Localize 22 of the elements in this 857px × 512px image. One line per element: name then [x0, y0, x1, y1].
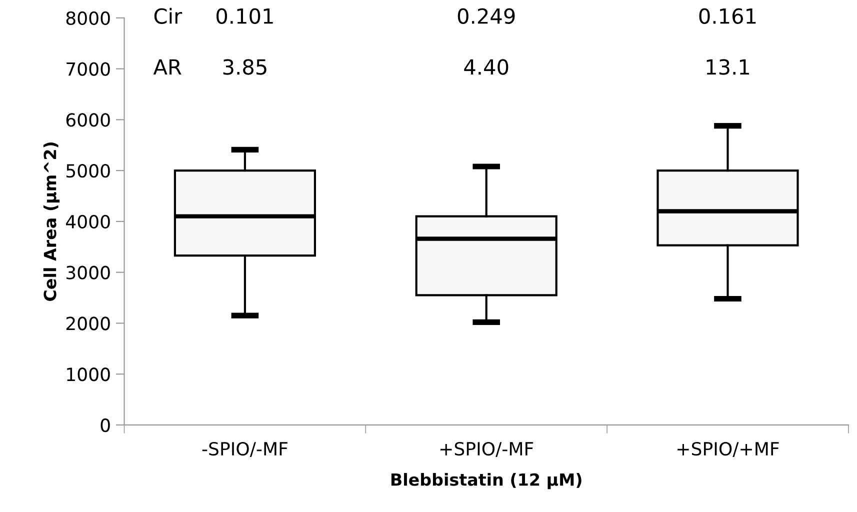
y-tick-label: 5000 [66, 164, 110, 178]
annotation: 3.85 [223, 59, 266, 75]
y-tick-label: 3000 [66, 266, 110, 280]
annotation: AR [153, 59, 182, 75]
y-tick-label: 0 [100, 418, 110, 432]
annotation: Cir [154, 8, 182, 24]
annotation: 13.1 [706, 59, 750, 75]
y-tick-label: 7000 [66, 62, 110, 76]
annotation: 4.40 [464, 59, 508, 75]
annotation: 0.249 [458, 8, 515, 24]
x-tick-label: -SPIO/-MF [202, 442, 288, 458]
y-tick-label: 8000 [66, 11, 110, 26]
x-tick-label: +SPIO/-MF [440, 442, 534, 458]
y-axis-title: Cell Area (µm^2) [43, 142, 60, 301]
x-axis-title: Blebbistatin (12 µM) [391, 472, 582, 490]
y-tick-label: 6000 [66, 113, 110, 127]
y-tick-label: 1000 [67, 368, 110, 382]
annotation: 0.101 [216, 8, 273, 24]
annotation: 0.161 [699, 8, 756, 24]
x-tick-label: +SPIO/+MF [678, 442, 779, 458]
y-tick-label: 4000 [66, 214, 110, 229]
y-tick-label: 2000 [66, 316, 110, 330]
